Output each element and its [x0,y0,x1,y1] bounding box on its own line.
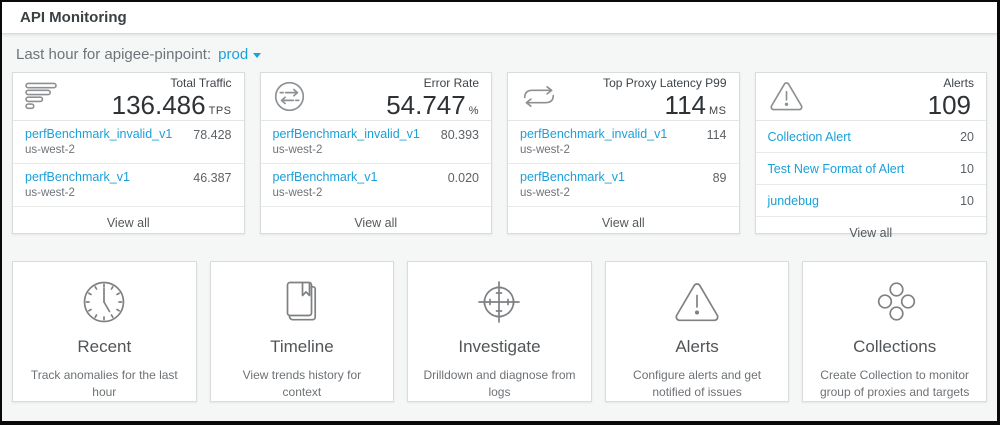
stat-title: Total Traffic [170,75,232,90]
nav-card-timeline[interactable]: Timeline View trends history for context [209,261,395,402]
stat-value: 114 MS [664,89,727,120]
row-value: 10 [960,162,974,176]
nav-card-title: Timeline [270,337,334,356]
nav-card-title: Investigate [458,337,541,356]
book-bookmark-icon [211,277,394,327]
nav-card-title: Recent [77,337,132,356]
proxy-link[interactable]: perfBenchmark_invalid_v1 [272,127,420,141]
environment-dropdown[interactable]: prod [218,46,262,63]
proxy-link[interactable]: perfBenchmark_invalid_v1 [25,127,173,141]
stat-unit: % [468,104,479,117]
nav-card-title: Collections [853,337,937,356]
stat-unit: MS [709,104,727,117]
row-value: 20 [960,130,974,144]
nav-row: Recent Track anomalies for the last hour… [2,261,997,402]
table-row: jundebug 10 [755,185,986,217]
stat-title: Error Rate [423,75,479,90]
nav-card-recent[interactable]: Recent Track anomalies for the last hour [12,261,197,402]
proxy-link[interactable]: perfBenchmark_invalid_v1 [520,127,668,141]
total-traffic-header: Total Traffic 136.486 TPS [13,73,244,121]
stat-title: Alerts [943,75,974,90]
stats-row: Total Traffic 136.486 TPS perfBenchmark_i… [2,72,997,240]
warning-triangle-icon [606,277,789,327]
nav-card-description: Configure alerts and get notified of iss… [633,368,762,400]
filter-label: Last hour for apigee-pinpoint: [16,46,212,63]
proxy-link[interactable]: perfBenchmark_v1 [272,170,378,184]
stat-value: 54.747% [386,89,479,120]
alerts-header: Alerts 109 [755,73,986,121]
region-label: us-west-2 [272,187,323,199]
nav-card-investigate[interactable]: Investigate Drilldown and diagnose from … [407,261,592,402]
table-row: perfBenchmark_v1 us-west-2 0.020 [260,164,491,207]
nav-card-title: Alerts [675,337,719,356]
row-value: 78.428 [193,128,232,142]
row-value: 114 [706,128,727,142]
table-row: perfBenchmark_invalid_v1 us-west-2 80.39… [260,121,491,164]
region-label: us-west-2 [25,187,75,199]
environment-value: prod [218,46,249,63]
region-label: us-west-2 [520,187,570,199]
chevron-down-icon [253,53,262,58]
traffic-bars-icon [25,82,58,111]
proxy-link[interactable]: perfBenchmark_v1 [25,170,130,184]
row-value: 89 [712,171,727,185]
filter-bar: Last hour for apigee-pinpoint: prod [2,34,997,72]
row-value: 80.393 [440,128,479,142]
view-all-link[interactable]: View all [601,216,645,230]
error-rate-header: Error Rate 54.747% [260,73,491,121]
view-all-link[interactable]: View all [849,226,893,240]
region-label: us-west-2 [25,144,75,156]
round-trip-arrows-icon [520,81,558,112]
region-label: us-west-2 [272,144,323,156]
table-row: perfBenchmark_v1 us-west-2 89 [508,164,739,207]
proxy-link[interactable]: perfBenchmark_v1 [520,170,625,184]
alert-link[interactable]: jundebug [767,193,819,208]
nav-card-description: Track anomalies for the last hour [30,368,178,400]
circles-cluster-icon [803,277,986,327]
nav-card-description: View trends history for context [242,368,362,400]
table-row: perfBenchmark_invalid_v1 us-west-2 114 [508,121,739,164]
nav-card-collections[interactable]: Collections Create Collection to monitor… [802,261,987,402]
sync-arrows-icon [273,80,306,113]
region-label: us-west-2 [520,144,570,156]
error-rate-card: Error Rate 54.747% perfBenchmark_invalid… [259,72,492,234]
latency-header: Top Proxy Latency P99 114 MS [508,73,739,121]
page-title: API Monitoring [20,9,127,26]
latency-card: Top Proxy Latency P99 114 MS perfBenchmar… [507,72,740,234]
row-value: 46.387 [193,171,232,185]
nav-card-description: Create Collection to monitor group of pr… [819,368,970,400]
stat-value: 109 [927,89,971,120]
stat-unit: TPS [208,104,232,117]
app-header: API Monitoring [2,2,997,34]
table-row: perfBenchmark_v1 us-west-2 46.387 [13,164,244,207]
table-row: perfBenchmark_invalid_v1 us-west-2 78.42… [13,121,244,164]
stat-value: 136.486 TPS [111,89,232,120]
view-all-link[interactable]: View all [106,216,150,230]
crosshair-icon [408,277,591,327]
view-all-link[interactable]: View all [354,216,398,230]
alerts-card: Alerts 109 Collection Alert 20 Test New … [754,72,987,240]
clock-icon [13,277,196,327]
table-row: Collection Alert 20 [755,121,986,153]
alert-link[interactable]: Collection Alert [767,129,851,144]
alert-link[interactable]: Test New Format of Alert [767,161,905,176]
nav-card-description: Drilldown and diagnose from logs [423,368,576,400]
stat-title: Top Proxy Latency P99 [603,75,727,90]
row-value: 0.020 [447,171,479,185]
row-value: 10 [960,194,974,208]
total-traffic-card: Total Traffic 136.486 TPS perfBenchmark_i… [12,72,245,234]
nav-card-alerts[interactable]: Alerts Configure alerts and get notified… [604,261,790,402]
warning-triangle-icon [768,80,805,113]
table-row: Test New Format of Alert 10 [755,153,986,185]
